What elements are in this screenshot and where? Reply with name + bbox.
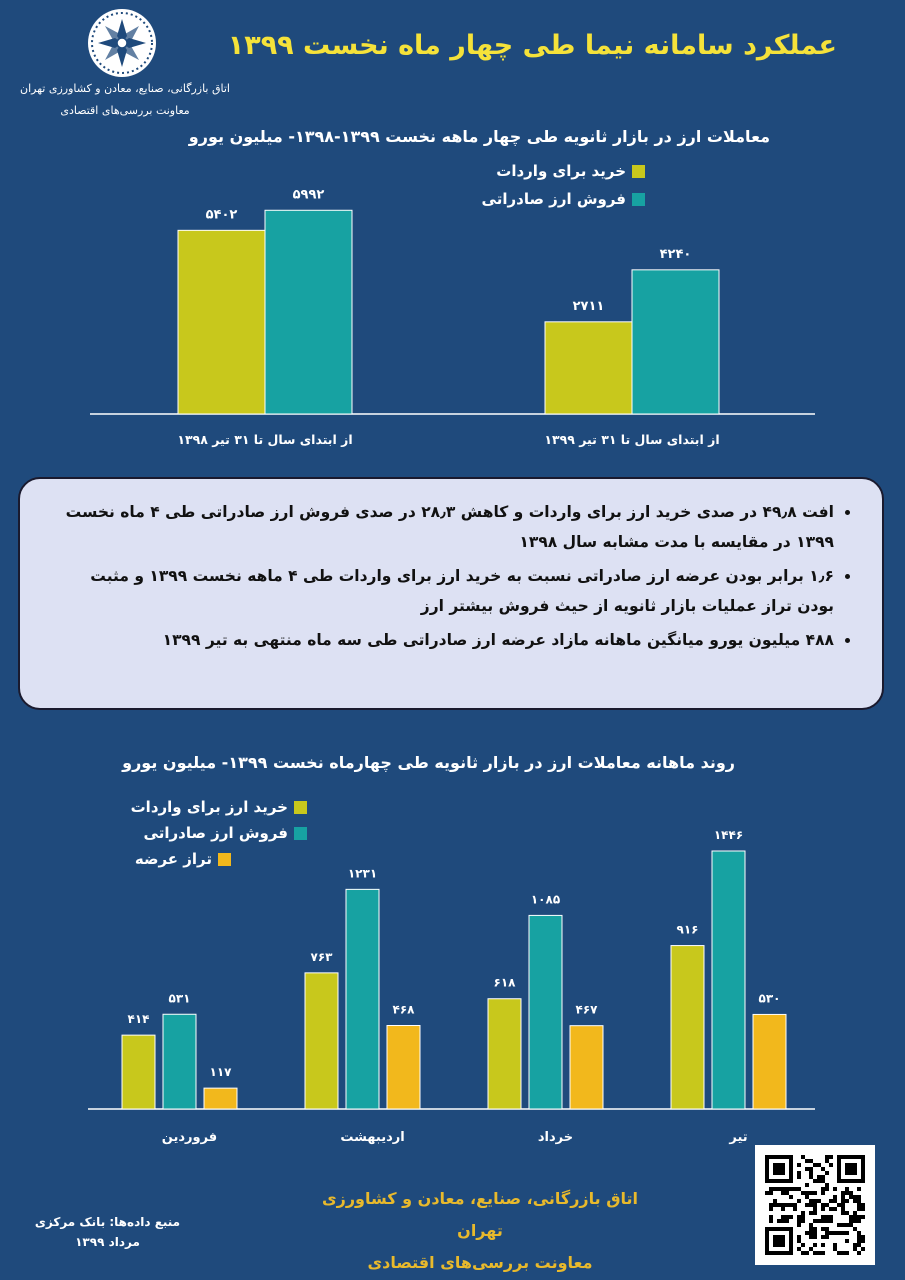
chart1-data-label: ۴۲۴۰	[660, 247, 692, 262]
finding-item: ۴۸۸ میلیون یورو میانگین ماهانه مازاد عرض…	[50, 625, 834, 655]
chart2-bar	[528, 914, 563, 1110]
chart2-bar	[752, 1013, 787, 1110]
chart1-data-label: ۲۷۱۱	[573, 299, 605, 314]
legend-swatch	[632, 164, 645, 178]
chart1-bar	[544, 321, 633, 415]
chart2-bar	[386, 1024, 421, 1110]
chart2-data-label: ۴۶۸	[393, 1002, 416, 1016]
chart2-data-label: ۱۱۷	[210, 1065, 233, 1079]
legend-swatch	[218, 852, 231, 866]
chart2-bar	[203, 1087, 238, 1110]
chart2-data-label: ۱۴۴۶	[714, 828, 743, 842]
chart2-category-label: اردیبهشت	[340, 1130, 404, 1145]
chart2-data-label: ۶۱۸	[494, 976, 517, 990]
chart2-data-label: ۵۳۱	[169, 991, 191, 1005]
chart2-bar	[304, 972, 339, 1110]
key-findings-box: افت ۴۹٫۸ در صدی خرید ارز برای واردات و ک…	[18, 477, 884, 710]
chart1-bar	[177, 229, 266, 415]
chart2-category-label: تیر	[728, 1130, 747, 1145]
chart1-bar	[264, 209, 353, 415]
chart2-legend-balance: تراز عرضه	[135, 850, 231, 868]
chart2-bar	[345, 888, 380, 1110]
page-title: عملکرد سامانه نیما طی چهار ماه نخست ۱۳۹۹	[227, 30, 837, 61]
chart2-data-label: ۹۱۶	[677, 923, 699, 937]
chart2-data-label: ۷۶۳	[311, 950, 334, 964]
finding-item: افت ۴۹٫۸ در صدی خرید ارز برای واردات و ک…	[50, 497, 834, 557]
chart2-bar	[162, 1013, 197, 1110]
qr-code[interactable]	[755, 1145, 875, 1265]
chamber-logo	[78, 6, 166, 80]
chart2-legend-import: خرید ارز برای واردات	[131, 798, 307, 816]
chart2-data-label: ۵۳۰	[759, 991, 781, 1005]
org-name: اتاق بازرگانی، صنایع، معادن و کشاورزی ته…	[20, 82, 230, 95]
chart2-legend-export: فروش ارز صادراتی	[144, 824, 307, 842]
legend-swatch	[294, 826, 307, 840]
chart2-title: روند ماهانه معاملات ارز در بازار ثانویه …	[122, 753, 735, 772]
chart2-data-label: ۴۱۴	[128, 1012, 150, 1026]
finding-item: ۱٫۶ برابر بودن عرضه ارز صادراتی نسبت به …	[50, 561, 834, 621]
footer-org: اتاق بازرگانی، صنایع، معادن و کشاورزی ته…	[321, 1189, 639, 1240]
chart1-category-label: از ابتدای سال تا ۳۱ تیر ۱۳۹۸	[177, 432, 352, 447]
chart2-bar	[670, 945, 705, 1110]
chart2-bar	[121, 1034, 156, 1110]
chart1-legend-import: خرید برای واردات	[496, 162, 645, 180]
source-date: مرداد ۱۳۹۹	[75, 1235, 140, 1249]
chart2-data-label: ۱۲۳۱	[348, 866, 377, 880]
chart1-plot: ۵۴۰۲ ۵۹۹۲ از ابتدای سال تا ۳۱ تیر ۱۳۹۸ ۲۷۱۱…	[90, 187, 815, 447]
chart2-data-label: ۴۶۷	[576, 1003, 599, 1017]
chart2-plot: ۴۱۴ ۵۳۱ ۱۱۷ فروردین ۷۶۳ ۱۲۳۱ ۴۶۸ اردیبهشت ۶۱۸ ۱۰۸…	[88, 828, 815, 1145]
chart2-bar	[711, 850, 746, 1110]
chart1-category-label: از ابتدای سال تا ۳۱ تیر ۱۳۹۹	[544, 432, 719, 447]
footer-unit: معاونت بررسی‌های اقتصادی	[367, 1253, 593, 1272]
org-unit: معاونت بررسی‌های اقتصادی	[60, 104, 190, 117]
chart2-data-label: ۱۰۸۵	[531, 892, 560, 906]
chart1-data-label: ۵۹۹۲	[293, 187, 325, 202]
chart1-bar	[631, 269, 720, 415]
chart1-data-label: ۵۴۰۲	[206, 207, 238, 222]
chart2-bar	[569, 1025, 604, 1110]
chart1-legend-export: فروش ارز صادراتی	[482, 190, 645, 208]
legend-swatch	[294, 800, 307, 814]
chart2-category-label: خرداد	[538, 1130, 573, 1145]
data-source: منبع داده‌ها: بانک مرکزی مرداد ۱۳۹۹	[30, 1212, 185, 1252]
chart2-bar	[487, 998, 522, 1110]
chart1-title: معاملات ارز در بازار ثانویه طی چهار ماهه…	[188, 127, 770, 146]
source-label: منبع داده‌ها: بانک مرکزی	[34, 1215, 181, 1229]
chart2-category-label: فروردین	[162, 1130, 217, 1145]
footer: اتاق بازرگانی، صنایع، معادن و کشاورزی ته…	[300, 1183, 660, 1279]
legend-swatch	[632, 192, 645, 206]
